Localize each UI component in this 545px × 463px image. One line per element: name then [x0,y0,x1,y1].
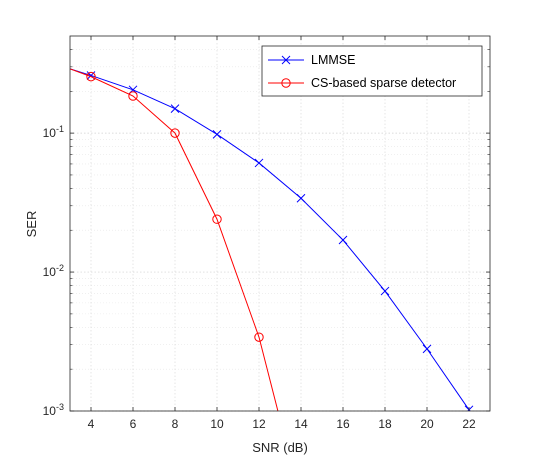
major-grid [70,36,490,412]
data-point-circle [86,71,96,82]
data-point-stroke [254,158,264,168]
data-point-stroke [338,235,348,245]
plot-area [70,36,490,411]
data-point-x [254,158,264,168]
data-point-x [212,129,222,139]
y-axis-label: SER [24,211,39,238]
data-point-stroke [380,286,390,296]
data-point-circle [170,128,180,138]
data-point-stroke [170,104,180,114]
x-tick-label: 20 [420,417,434,431]
x-tick-label: 10 [210,417,224,431]
x-tick-label: 18 [378,417,392,431]
x-axis-label: SNR (dB) [252,440,308,455]
data-point-x [296,193,306,203]
x-tick-label: 4 [88,417,95,431]
data-point-x [422,344,432,354]
y-tick-label: 10-2 [43,263,64,279]
data-point-stroke [296,193,306,203]
x-tick-label: 16 [336,417,350,431]
data-point-stroke [212,129,222,139]
data-point-x [380,286,390,296]
y-tick-labels: 10-3 10-2 10-1 [43,124,64,418]
x-tick-label: 12 [252,417,266,431]
legend: LMMSE CS-based sparse detector [261,45,483,97]
legend-marker-x-icon [281,55,291,65]
x-tick-label: 22 [462,417,476,431]
x-tick-label: 6 [130,417,137,431]
y-tick-label: 10-1 [43,124,64,140]
legend-marker-circle-icon [281,78,291,88]
minor-grid [70,49,490,370]
data-point-stroke [422,344,432,354]
x-tick-label: 14 [294,417,308,431]
axis-ticks [70,36,490,412]
data-point-x [170,104,180,114]
series-layer [70,68,474,411]
x-tick-labels: 4 6 8 10 12 14 16 18 20 22 [88,417,476,431]
legend-label-cs-based: CS-based sparse detector [311,76,456,90]
legend-box [261,45,483,97]
plot-frame [69,35,491,412]
data-point-x [338,235,348,245]
y-tick-label: 10-3 [43,402,64,418]
series-line-1 [70,68,279,411]
data-point-circle [212,214,222,224]
data-point-circle [128,91,138,101]
data-point-circle [254,332,264,342]
legend-label-lmmse: LMMSE [311,53,355,67]
x-tick-label: 8 [172,417,179,431]
